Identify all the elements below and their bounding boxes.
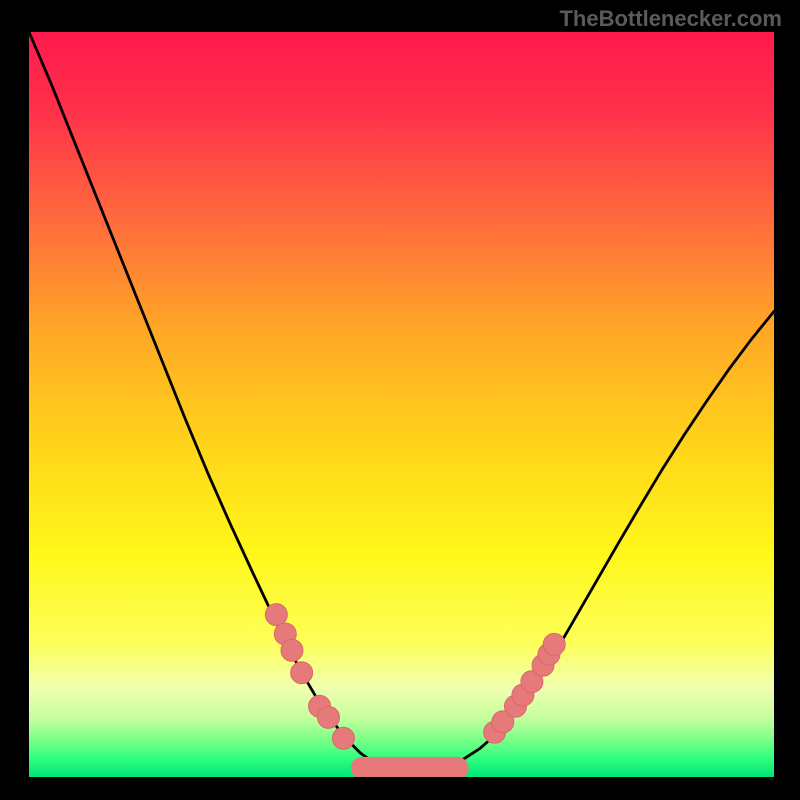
data-point-marker xyxy=(291,662,313,684)
chart-svg-layer xyxy=(29,32,774,777)
marker-group-right xyxy=(484,633,566,743)
data-point-marker xyxy=(332,727,354,749)
chart-plot-area xyxy=(29,32,774,777)
data-point-marker xyxy=(317,706,339,728)
data-point-marker xyxy=(265,604,287,626)
data-point-marker xyxy=(543,633,565,655)
marker-group-left xyxy=(265,604,354,750)
data-point-marker xyxy=(281,639,303,661)
bottleneck-curve-right xyxy=(405,311,774,771)
watermark-text: TheBottlenecker.com xyxy=(559,6,782,32)
marker-valley-bar xyxy=(351,757,469,777)
bottleneck-curve-left xyxy=(29,32,405,772)
